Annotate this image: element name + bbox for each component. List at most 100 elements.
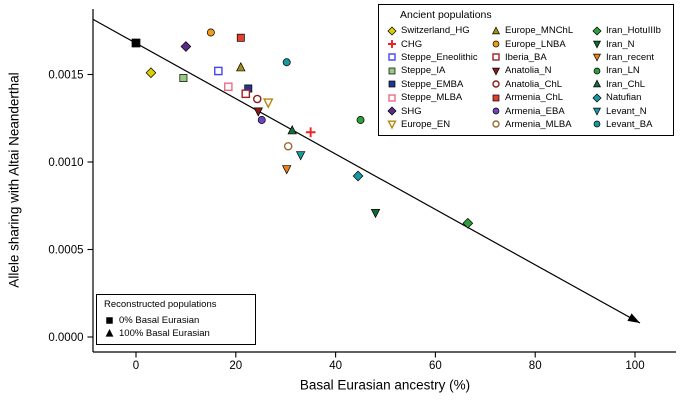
legend-item-label: Europe_MNChL [505, 25, 574, 37]
axes: 0 20 40 60 80 100 0.0000 0.0005 0.0010 0.0015 [48, 9, 676, 372]
legend-item-switzerland-hg: Switzerland_HG [386, 24, 490, 37]
point-levant-n [295, 151, 306, 161]
shg-marker-icon [387, 106, 397, 116]
recon-legend-item-label: 100% Basal Eurasian [119, 328, 210, 339]
legend-column-2: Europe_MNChL Europe_LNBA Iberia_BA Anatolia… [490, 24, 591, 131]
legend-item-label: Europe_EN [401, 118, 451, 130]
point-armenia-mlba [283, 141, 293, 151]
legend-item-label: Iran_recent [606, 51, 655, 63]
legend-item-label: Anatolia_ChL [505, 78, 563, 90]
recon-legend-item-label: 0% Basal Eurasian [119, 315, 200, 326]
switzerland-hg-marker-icon [387, 26, 397, 36]
levant-n-marker-icon [592, 107, 602, 116]
europe-mnchl-marker-icon [491, 26, 501, 34]
legend-grid: Switzerland_HG CHG Steppe_Eneolithic Steppe… [386, 24, 669, 131]
iran-ln-marker-icon [593, 67, 601, 75]
legend-item-label: Steppe_MLBA [401, 92, 463, 104]
legend-column-1: Switzerland_HG CHG Steppe_Eneolithic Steppe… [386, 24, 490, 131]
legend-item-levant-ba: Levant_BA [591, 118, 669, 131]
point-armenia-eba [257, 116, 266, 124]
y-axis-title: Allele sharing with Altai Neanderthal [6, 72, 22, 288]
arrowhead-100pct-basal-icon [627, 313, 640, 323]
x-axis-title: Basal Eurasian ancestry (%) [299, 377, 471, 393]
point-switzerland-hg [145, 67, 157, 79]
ancient-populations-legend: Ancient populations Switzerland_HG CHG Ste… [378, 4, 674, 137]
steppe-ia-marker-icon [388, 67, 396, 75]
point-0-basal-eurasian [131, 38, 141, 48]
steppe-mlba-marker-icon [388, 93, 396, 102]
legend-item-armenia-chl: Armenia_ChL [490, 91, 591, 104]
legend-item-label: Levant_BA [606, 118, 653, 130]
y-tick-label: 0.0015 [48, 69, 83, 81]
legend-item-label: CHG [401, 38, 423, 50]
legend-item-steppe-mlba: Steppe_MLBA [386, 91, 490, 104]
anatolia-n-marker-icon [491, 67, 501, 76]
point-natufian [352, 170, 364, 182]
y-tick-label: 0.0005 [48, 244, 83, 256]
point-iran-recent [281, 165, 292, 175]
legend-item-europe-lnba: Europe_LNBA [490, 37, 591, 50]
legend-item-label: SHG [401, 105, 422, 117]
y-tick-label: 0.0000 [48, 332, 83, 344]
point-chg [305, 127, 316, 138]
levant-ba-marker-icon [593, 121, 601, 128]
legend-item-chg: CHG [386, 37, 490, 50]
recon-legend-item-0: 0% Basal Eurasian [104, 314, 249, 327]
point-anatolia-n [253, 107, 263, 117]
legend-column-3: Iran_HotuIIIb Iran_N Iran_recent Iran_LN Ira… [591, 24, 669, 131]
legend-item-iran-hotuiiib: Iran_HotuIIIb [591, 24, 669, 37]
legend-item-label: Iran_N [606, 38, 635, 50]
black-triangle-marker-icon [105, 328, 114, 337]
legend-item-shg: SHG [386, 104, 490, 117]
recon-legend-item-1: 100% Basal Eurasian [104, 327, 249, 340]
legend-item-natufian: Natufian [591, 91, 669, 104]
iran-hotuiiib-marker-icon [592, 26, 602, 36]
x-tick-label: 40 [329, 360, 342, 372]
legend-item-label: Iran_LN [606, 65, 640, 77]
steppe-eneolithic-marker-icon [388, 53, 396, 62]
x-tick-label: 20 [229, 360, 242, 372]
point-iran-chl [287, 125, 297, 135]
iberia-ba-marker-icon [492, 53, 500, 62]
armenia-eba-marker-icon [492, 107, 500, 115]
legend-item-anatolia-chl: Anatolia_ChL [490, 78, 591, 91]
legend-item-label: Iran_HotuIIIb [606, 25, 661, 37]
point-steppe-mlba [224, 82, 233, 92]
legend-item-label: Armenia_MLBA [505, 118, 572, 130]
legend-item-steppe-emba: Steppe_EMBA [386, 78, 490, 91]
point-levant-ba [282, 58, 291, 67]
chg-marker-icon [387, 40, 397, 49]
legend-item-label: Natufian [606, 92, 642, 104]
x-tick-label: 60 [429, 360, 442, 372]
x-tick-label: 80 [529, 360, 542, 372]
legend-item-iberia-ba: Iberia_BA [490, 51, 591, 64]
point-iran-hotuiiib [462, 217, 474, 229]
point-iran-n [370, 208, 381, 219]
legend-item-steppe-eneolithic: Steppe_Eneolithic [386, 51, 490, 64]
legend-item-anatolia-n: Anatolia_N [490, 64, 591, 77]
legend-item-label: Steppe_IA [401, 65, 446, 77]
legend-item-label: Iberia_BA [505, 51, 547, 63]
iran-n-marker-icon [592, 40, 602, 49]
legend-item-armenia-eba: Armenia_EBA [490, 104, 591, 117]
regression-line [92, 18, 641, 324]
legend-item-armenia-mlba: Armenia_MLBA [490, 118, 591, 131]
reconstructed-populations-legend: Reconstructed populations 0% Basal Euras… [96, 294, 256, 345]
legend-title: Ancient populations [400, 9, 492, 21]
legend-item-label: Armenia_EBA [505, 105, 565, 117]
legend-item-label: Anatolia_N [505, 65, 552, 77]
y-tick-label: 0.0010 [48, 157, 83, 169]
x-tick-label: 100 [625, 360, 644, 372]
legend-item-label: Levant_N [606, 105, 647, 117]
natufian-marker-icon [592, 93, 602, 103]
reconstructed-legend-items: 0% Basal Eurasian 100% Basal Eurasian [104, 314, 249, 340]
point-anatolia-chl [252, 94, 262, 104]
legend-item-steppe-ia: Steppe_IA [386, 64, 490, 77]
legend-item-levant-n: Levant_N [591, 104, 669, 117]
iran-recent-marker-icon [592, 54, 602, 63]
point-steppe-eneolithic [214, 66, 223, 76]
armenia-mlba-marker-icon [492, 120, 500, 129]
armenia-chl-marker-icon [492, 94, 500, 101]
